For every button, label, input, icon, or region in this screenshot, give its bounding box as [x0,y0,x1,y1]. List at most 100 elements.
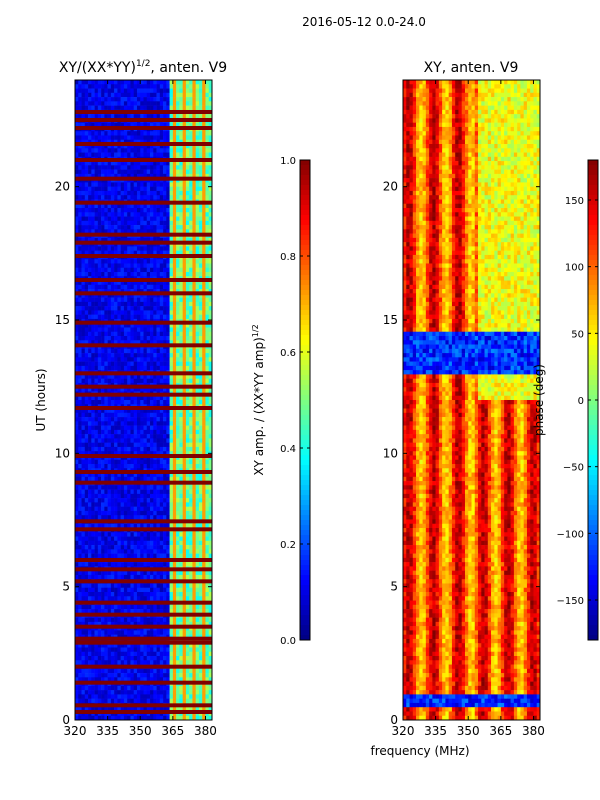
amplitude-cell [120,353,125,358]
amplitude-cell [104,272,108,277]
amplitude-cell [117,387,121,392]
amplitude-cell [75,208,79,213]
amplitude-cell [140,301,144,307]
amplitude-cell [192,250,196,256]
amplitude-cell [163,306,167,311]
amplitude-cell [78,353,82,358]
amplitude-cell [75,80,79,85]
amplitude-cell [146,395,151,401]
amplitude-cell [195,152,200,158]
amplitude-cell [117,122,121,128]
amplitude-cell [75,545,79,550]
amplitude-cell [166,553,170,559]
amplitude-cell [94,583,99,589]
amplitude-cell [159,506,164,512]
amplitude-cell [114,340,118,345]
amplitude-cell [159,515,164,520]
amplitude-cell [150,574,154,580]
amplitude-cell [202,212,206,217]
amplitude-cell [97,105,102,111]
amplitude-cell [159,323,164,328]
amplitude-cell [97,114,102,119]
amplitude-cell [176,562,180,567]
amplitude-cell [136,340,141,345]
amplitude-cell [205,549,210,554]
amplitude-cell [114,506,118,512]
amplitude-cell [110,395,115,401]
amplitude-cell [159,131,164,136]
amplitude-cell [172,425,177,431]
amplitude-cell [169,80,174,85]
amplitude-cell [123,97,128,102]
amplitude-cell [101,267,105,273]
amplitude-cell [159,182,164,187]
amplitude-cell [130,301,135,307]
amplitude-cell [91,284,95,290]
amplitude-cell [101,489,105,495]
amplitude-cell [195,101,200,106]
amplitude-cell [88,280,92,286]
amplitude-cell [130,216,135,222]
amplitude-cell [107,272,112,277]
amplitude-cell [182,532,187,537]
amplitude-cell [114,280,118,286]
amplitude-cell [78,212,82,217]
amplitude-cell [104,357,108,362]
amplitude-cell [136,562,141,567]
amplitude-cell [81,280,86,286]
amplitude-cell [195,306,200,311]
amplitude-cell [179,323,183,328]
amplitude-cell [159,446,164,452]
amplitude-cell [159,438,164,443]
amplitude-cell [94,434,99,439]
amplitude-cell [104,267,108,273]
amplitude-cell [192,169,196,175]
amplitude-cell [189,135,193,141]
amplitude-cell [192,182,196,187]
amplitude-cell [192,574,196,580]
amplitude-cell [75,348,79,354]
amplitude-cell [117,374,121,379]
amplitude-cell [81,549,86,554]
amplitude-cell [156,583,161,589]
amplitude-cell [84,216,89,222]
amplitude-cell [172,88,177,94]
amplitude-cell [163,502,167,507]
amplitude-cell [84,434,89,439]
amplitude-cell [185,574,190,580]
amplitude-cell [195,429,200,435]
amplitude-cell [166,135,170,141]
amplitude-cell [133,190,138,196]
amplitude-cell [208,549,213,554]
amplitude-cell [172,97,177,102]
amplitude-cell [107,387,112,392]
amplitude-cell [133,259,138,264]
amplitude-cell [150,464,154,469]
amplitude-cell [179,105,183,111]
amplitude-cell [104,489,108,495]
amplitude-cell [179,216,183,222]
amplitude-cell [117,152,121,158]
amplitude-cell [114,80,118,85]
amplitude-cell [104,570,108,576]
amplitude-cell [133,464,138,469]
amplitude-cell [91,400,95,405]
amplitude-cell [169,387,174,392]
amplitude-cell [75,88,79,94]
amplitude-cell [130,208,135,213]
amplitude-cell [172,267,177,273]
amplitude-cell [104,216,108,222]
amplitude-cell [107,148,112,153]
amplitude-cell [198,310,203,315]
amplitude-cell [104,446,108,452]
amplitude-cell [75,429,79,435]
amplitude-cell [120,429,125,435]
amplitude-cell [185,506,190,512]
amplitude-cell [166,105,170,111]
amplitude-cell [78,451,82,456]
amplitude-cell [94,498,99,503]
amplitude-cell [192,190,196,196]
amplitude-cell [130,161,135,166]
amplitude-cell [143,237,148,243]
amplitude-cell [114,523,118,529]
